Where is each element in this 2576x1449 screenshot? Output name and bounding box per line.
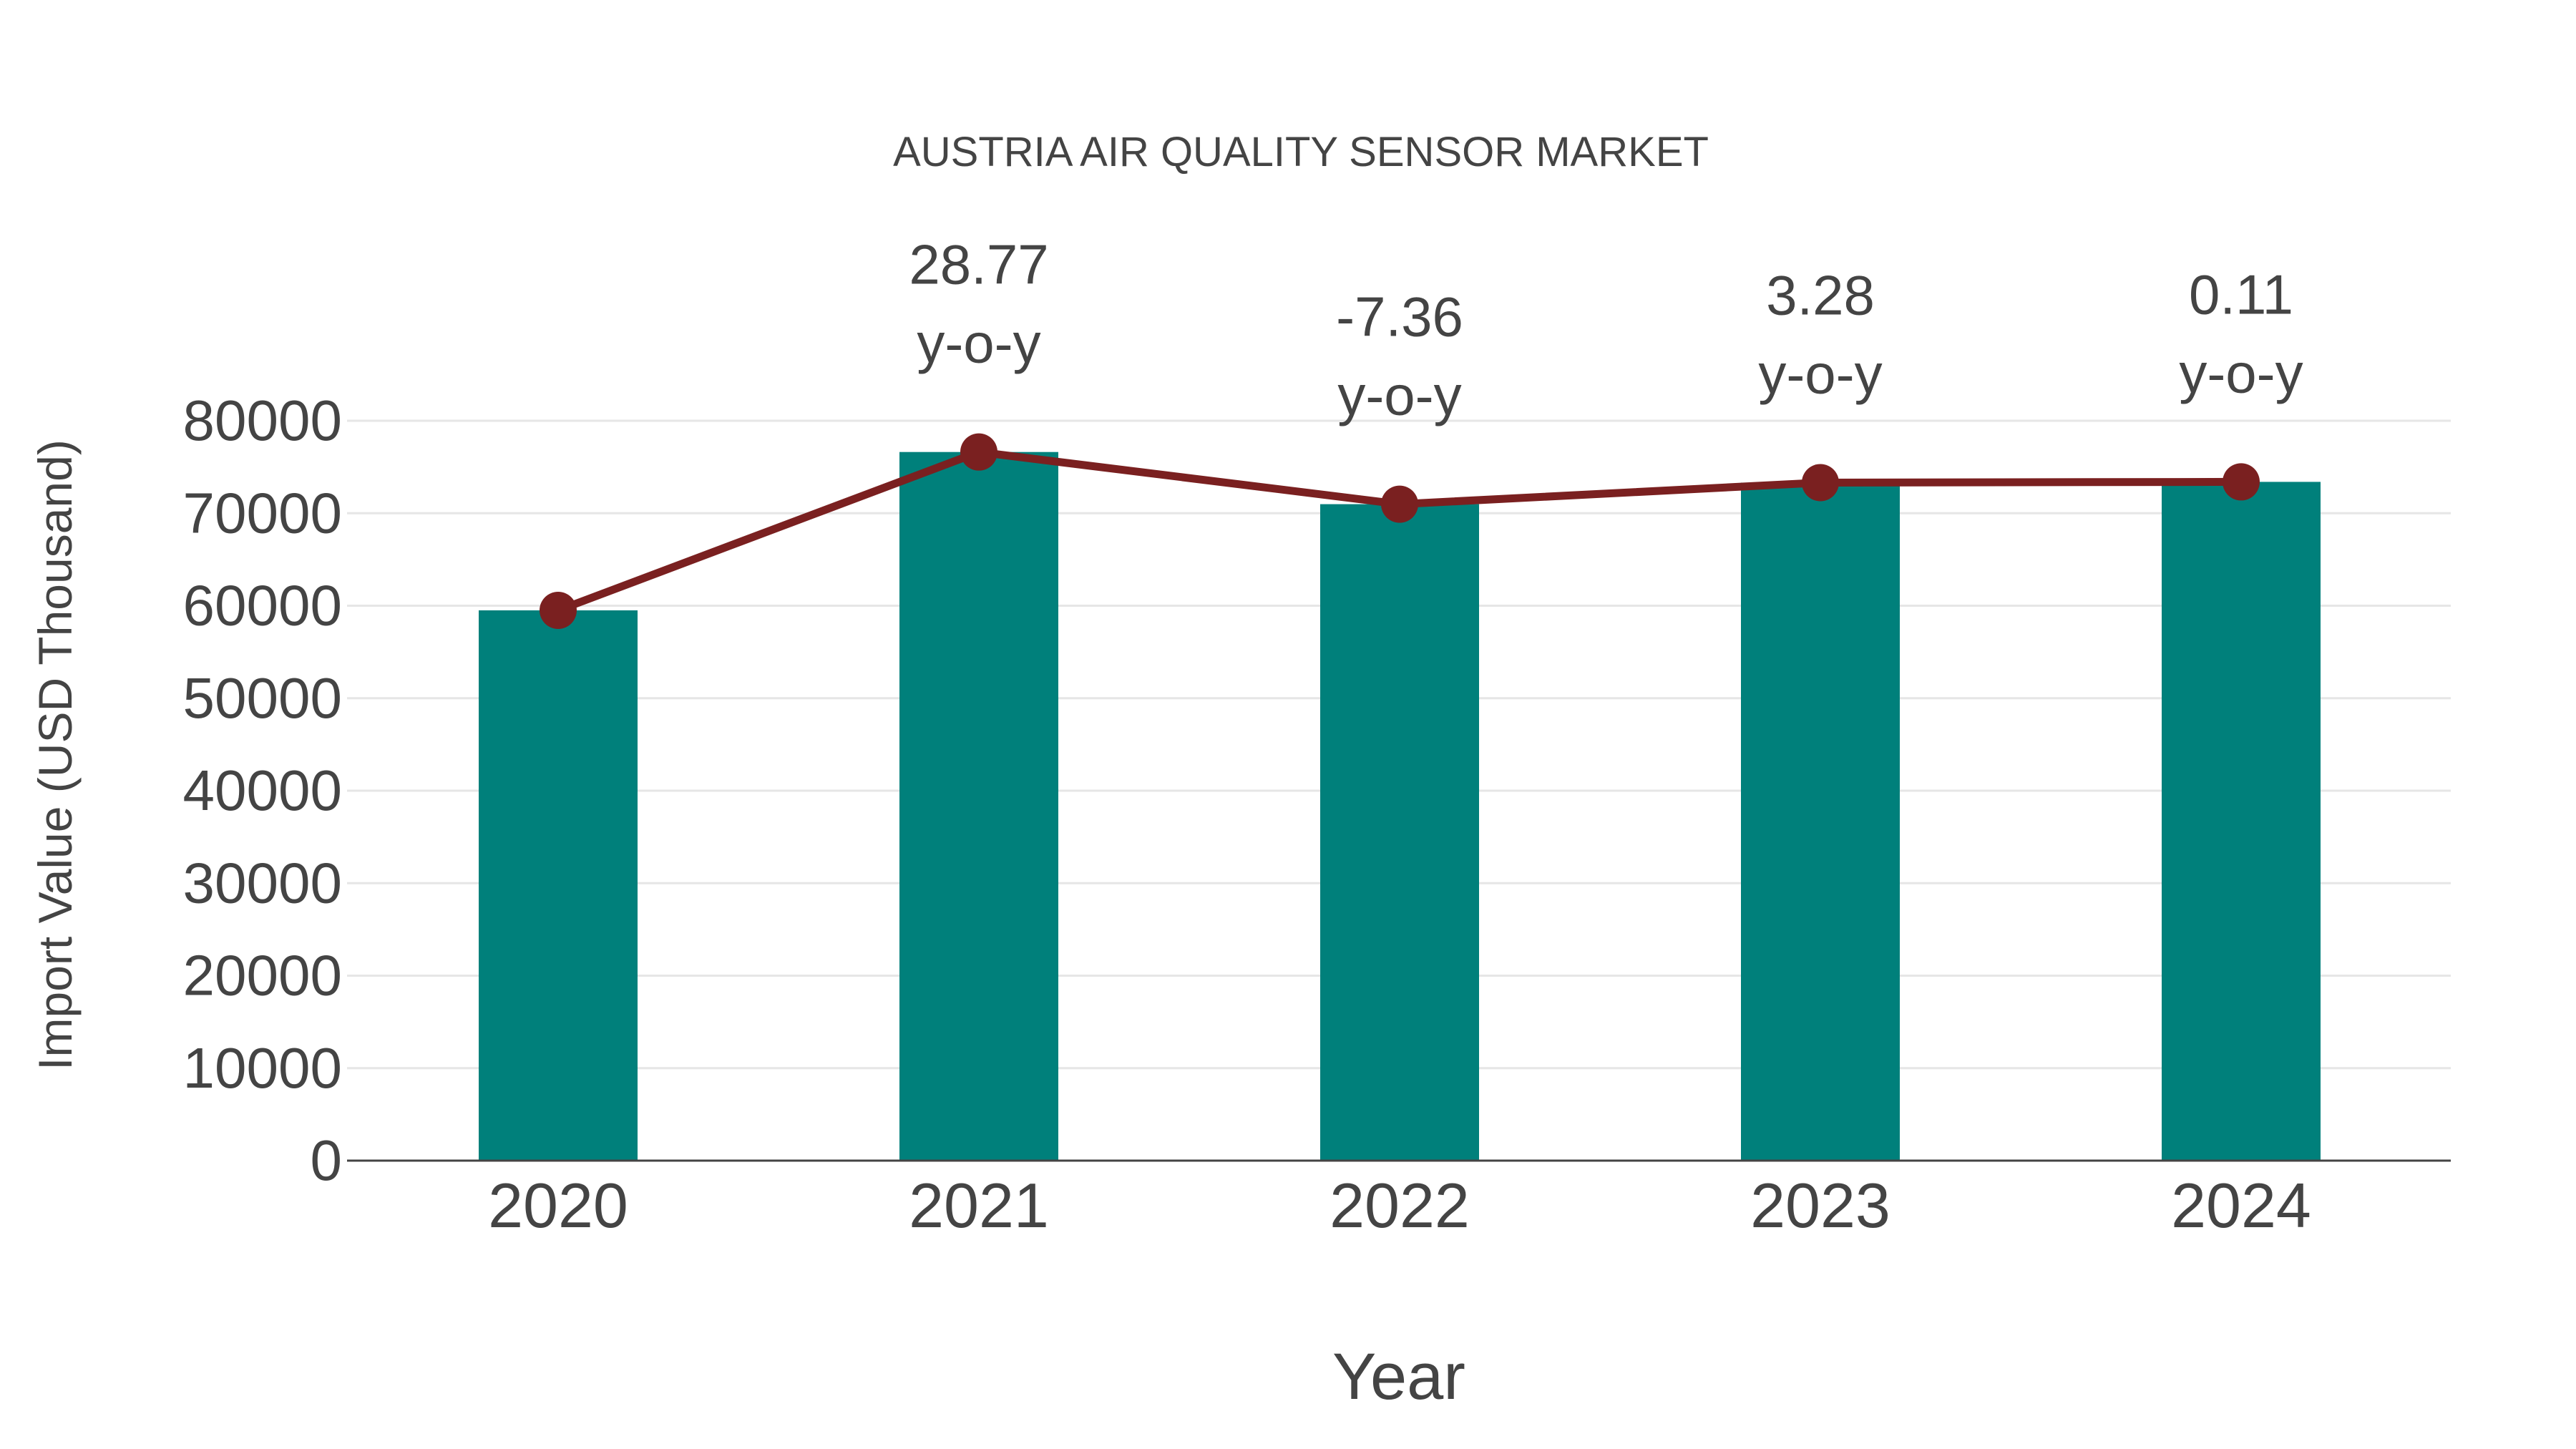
yoy-value: -7.36 xyxy=(1336,286,1463,348)
y-axis-ticks: 0 10000 20000 30000 40000 50000 60000 70000 8000… xyxy=(183,389,342,1192)
yoy-value: 28.77 xyxy=(909,233,1048,296)
x-tick-label: 2021 xyxy=(909,1170,1049,1241)
y-tick-label: 70000 xyxy=(183,481,342,545)
yoy-suffix: y-o-y xyxy=(917,312,1040,375)
x-axis-label: Year xyxy=(1332,1340,1465,1413)
line-marker xyxy=(1802,464,1839,502)
y-tick-label: 80000 xyxy=(183,389,342,452)
x-tick-label: 2022 xyxy=(1330,1170,1470,1241)
x-axis-ticks: 2020 2021 2022 2023 2024 xyxy=(488,1170,2311,1241)
yoy-annotations: 28.77 y-o-y -7.36 y-o-y 3.28 y-o-y 0.11 y-o-y xyxy=(909,233,2303,427)
y-tick-label: 0 xyxy=(311,1128,343,1192)
chart-title: AUSTRIA AIR QUALITY SENSOR MARKET xyxy=(893,129,1709,175)
y-tick-label: 40000 xyxy=(183,758,342,822)
x-tick-label: 2023 xyxy=(1750,1170,1890,1241)
x-tick-label: 2020 xyxy=(488,1170,628,1241)
y-tick-label: 10000 xyxy=(183,1036,342,1100)
bar xyxy=(2162,482,2321,1161)
yoy-suffix: y-o-y xyxy=(2179,341,2303,404)
x-tick-label: 2024 xyxy=(2171,1170,2311,1241)
yoy-value: 0.11 xyxy=(2189,263,2293,326)
line-marker xyxy=(540,591,577,629)
bars xyxy=(479,452,2321,1161)
y-tick-label: 60000 xyxy=(183,574,342,638)
bar xyxy=(479,610,638,1161)
y-tick-label: 20000 xyxy=(183,944,342,1008)
bar xyxy=(1741,482,1900,1161)
yoy-value: 3.28 xyxy=(1766,263,1875,326)
yoy-suffix: y-o-y xyxy=(1758,342,1882,405)
yoy-suffix: y-o-y xyxy=(1337,364,1461,427)
y-tick-label: 50000 xyxy=(183,666,342,730)
y-tick-label: 30000 xyxy=(183,851,342,914)
line-marker xyxy=(960,433,997,471)
trend-line xyxy=(540,433,2260,629)
line-marker xyxy=(2223,463,2260,501)
line-marker xyxy=(1381,485,1418,523)
bar xyxy=(1320,504,1479,1161)
y-axis-label: Import Value (USD Thousand) xyxy=(29,439,82,1070)
bar xyxy=(899,452,1058,1161)
